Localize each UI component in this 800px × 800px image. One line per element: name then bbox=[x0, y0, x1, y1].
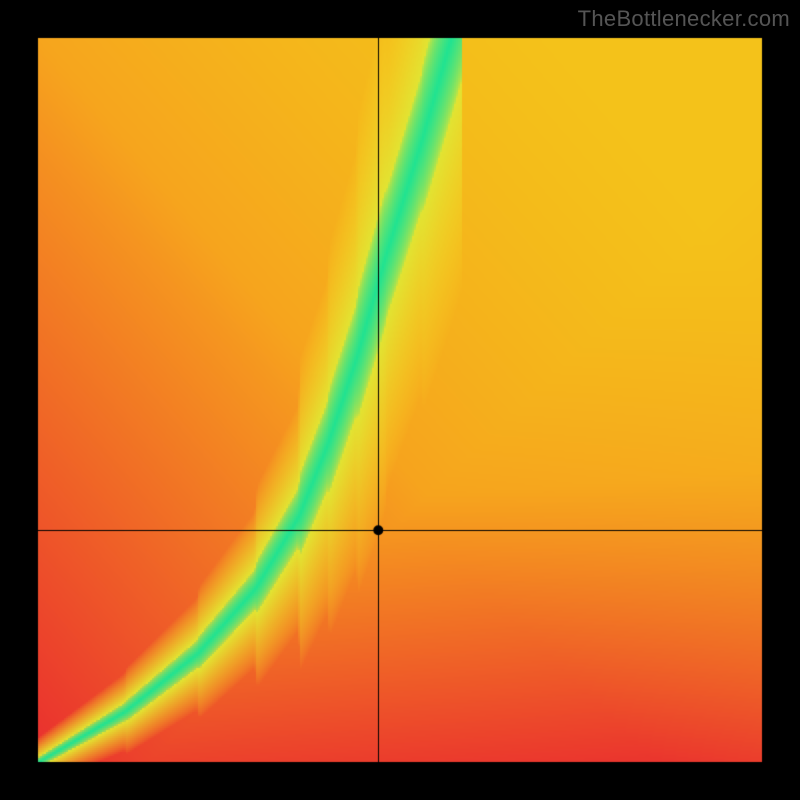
chart-frame: TheBottlenecker.com bbox=[0, 0, 800, 800]
heatmap-canvas bbox=[0, 0, 800, 800]
watermark-text: TheBottlenecker.com bbox=[578, 6, 790, 32]
